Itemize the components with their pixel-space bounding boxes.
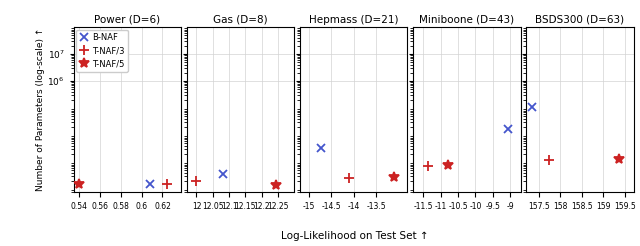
Title: Gas (D=8): Gas (D=8) bbox=[213, 15, 268, 25]
Title: BSDS300 (D=63): BSDS300 (D=63) bbox=[535, 15, 624, 25]
Text: Log-Likelihood on Test Set ↑: Log-Likelihood on Test Set ↑ bbox=[282, 231, 429, 241]
Legend: B-NAF, T-NAF/3, T-NAF/5: B-NAF, T-NAF/3, T-NAF/5 bbox=[76, 30, 128, 72]
Title: Miniboone (D=43): Miniboone (D=43) bbox=[419, 15, 514, 25]
Title: Power (D=6): Power (D=6) bbox=[94, 15, 161, 25]
Title: Hepmass (D=21): Hepmass (D=21) bbox=[309, 15, 398, 25]
Y-axis label: Number of Parameters (log-scale) ↑: Number of Parameters (log-scale) ↑ bbox=[36, 28, 45, 191]
